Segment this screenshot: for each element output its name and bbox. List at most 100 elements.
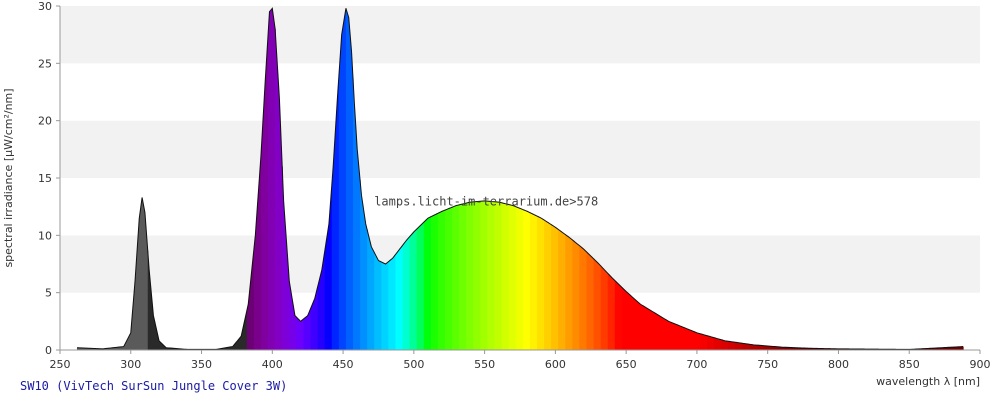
grid-bands	[60, 6, 980, 350]
spectrum-strip	[586, 251, 595, 350]
spectrum-strip	[232, 337, 241, 350]
spectrum-strip	[402, 236, 411, 350]
spectrum-strip	[473, 201, 481, 350]
x-tick-label: 750	[757, 358, 778, 371]
spectrum-strip	[487, 201, 496, 350]
spectrum-strip	[961, 346, 964, 350]
x-tick-label: 650	[616, 358, 637, 371]
x-tick-label: 700	[686, 358, 707, 371]
spectrum-strip	[253, 155, 262, 350]
grid-band	[60, 63, 980, 121]
y-tick-label: 0	[45, 344, 52, 357]
spectrum-strip	[388, 254, 397, 350]
spectrum-strip	[437, 210, 446, 350]
spectrum-strip	[374, 252, 382, 350]
spectrum-strip	[678, 325, 687, 350]
spectrum-strip	[643, 305, 651, 350]
spectrum-strip	[628, 294, 637, 350]
spectrum-strip	[501, 202, 510, 350]
spectrum-strip	[756, 345, 765, 350]
tick-labels: 0 5 10 15 20 25 30 250 300 350 400 450 500 550 600 650 7…	[38, 0, 991, 371]
spectrum-strip	[713, 337, 722, 350]
spectrum-strip	[699, 333, 708, 350]
spectrum-strip	[735, 342, 743, 350]
spectrum-strip	[430, 213, 439, 350]
spectrum-strip	[466, 201, 474, 350]
spectrum-strip	[444, 207, 453, 350]
spectrum-strip	[565, 234, 573, 350]
spectrum-strip	[423, 216, 432, 350]
spectrum-strip	[239, 310, 248, 350]
spectrum-fill	[76, 8, 964, 351]
spectrum-strip	[579, 245, 588, 350]
spectrum-strip	[289, 281, 297, 350]
spectrum-strip	[692, 331, 701, 350]
spectrum-strip	[480, 200, 489, 350]
chart-caption: SW10 (VivTech SurSun Jungle Cover 3W)	[20, 379, 287, 393]
spectrum-strip	[621, 287, 630, 350]
y-tick-label: 25	[38, 57, 52, 70]
spectrum-strip	[395, 245, 404, 350]
y-tick-label: 5	[45, 287, 52, 300]
spectrum-strip	[119, 341, 128, 350]
spectrum-strip	[558, 229, 566, 350]
spectrum-strip	[246, 249, 255, 350]
spectrum-strip	[381, 261, 389, 350]
spectrum-strip	[225, 346, 234, 350]
x-tick-label: 300	[120, 358, 141, 371]
spectrum-strip	[508, 204, 517, 350]
spectrum-strip	[360, 179, 368, 350]
x-tick-label: 550	[474, 358, 495, 371]
spectrum-strip	[324, 185, 333, 350]
grid-band	[60, 120, 980, 178]
spectrum-strip	[260, 34, 269, 351]
grid-band	[60, 6, 980, 64]
x-axis-label: wavelength λ [nm]	[876, 375, 980, 388]
x-tick-label: 250	[50, 358, 71, 371]
x-tick-label: 350	[191, 358, 212, 371]
spectrum-strip	[607, 273, 616, 350]
spectrum-strip	[742, 343, 750, 350]
spectrum-strip	[664, 318, 673, 350]
spectrum-strip	[133, 207, 142, 350]
spectrum-strip	[544, 219, 552, 350]
spectrum-strip	[310, 286, 319, 350]
axes	[56, 5, 981, 354]
spectrum-strip	[416, 222, 425, 350]
spectrum-strip	[954, 346, 963, 350]
spectrum-strip	[367, 229, 375, 350]
spectrum-curve	[76, 7, 964, 350]
spectrum-strip	[706, 335, 715, 350]
spectrum-strip	[522, 209, 531, 350]
spectrum-strip	[409, 229, 418, 350]
spectrum-strip	[671, 322, 680, 350]
spectrum-strip	[296, 317, 305, 350]
y-axis-label: spectral irradiance [µW/cm²/nm]	[2, 88, 15, 267]
spectrum-strip	[536, 216, 545, 350]
spectrum-strip	[529, 212, 538, 350]
spectrum-strip	[126, 298, 135, 350]
x-tick-label: 600	[545, 358, 566, 371]
spectrum-strip	[515, 206, 524, 350]
spectrum-strip	[459, 203, 467, 350]
x-tick-label: 900	[970, 358, 991, 371]
spectrum-strip	[331, 76, 340, 351]
spectrum-strip	[657, 314, 665, 350]
spectrum-strip	[636, 300, 644, 350]
x-tick-label: 450	[333, 358, 354, 371]
spectrum-strip	[275, 28, 283, 351]
watermark-text: lamps.licht-im-terrarium.de>578	[374, 195, 598, 209]
spectrum-strip	[685, 328, 694, 350]
x-tick-label: 400	[262, 358, 283, 371]
spectrum-strip	[551, 224, 559, 350]
y-tick-label: 30	[38, 0, 52, 13]
spectrum-strip	[600, 265, 609, 350]
spectrum-strip	[572, 239, 581, 350]
spectrum-strip	[317, 251, 326, 350]
spectrum-strip	[749, 344, 757, 350]
spectrum-strip	[763, 345, 772, 350]
x-tick-label: 850	[899, 358, 920, 371]
spectrum-strip	[494, 201, 503, 350]
y-tick-label: 20	[38, 115, 52, 128]
